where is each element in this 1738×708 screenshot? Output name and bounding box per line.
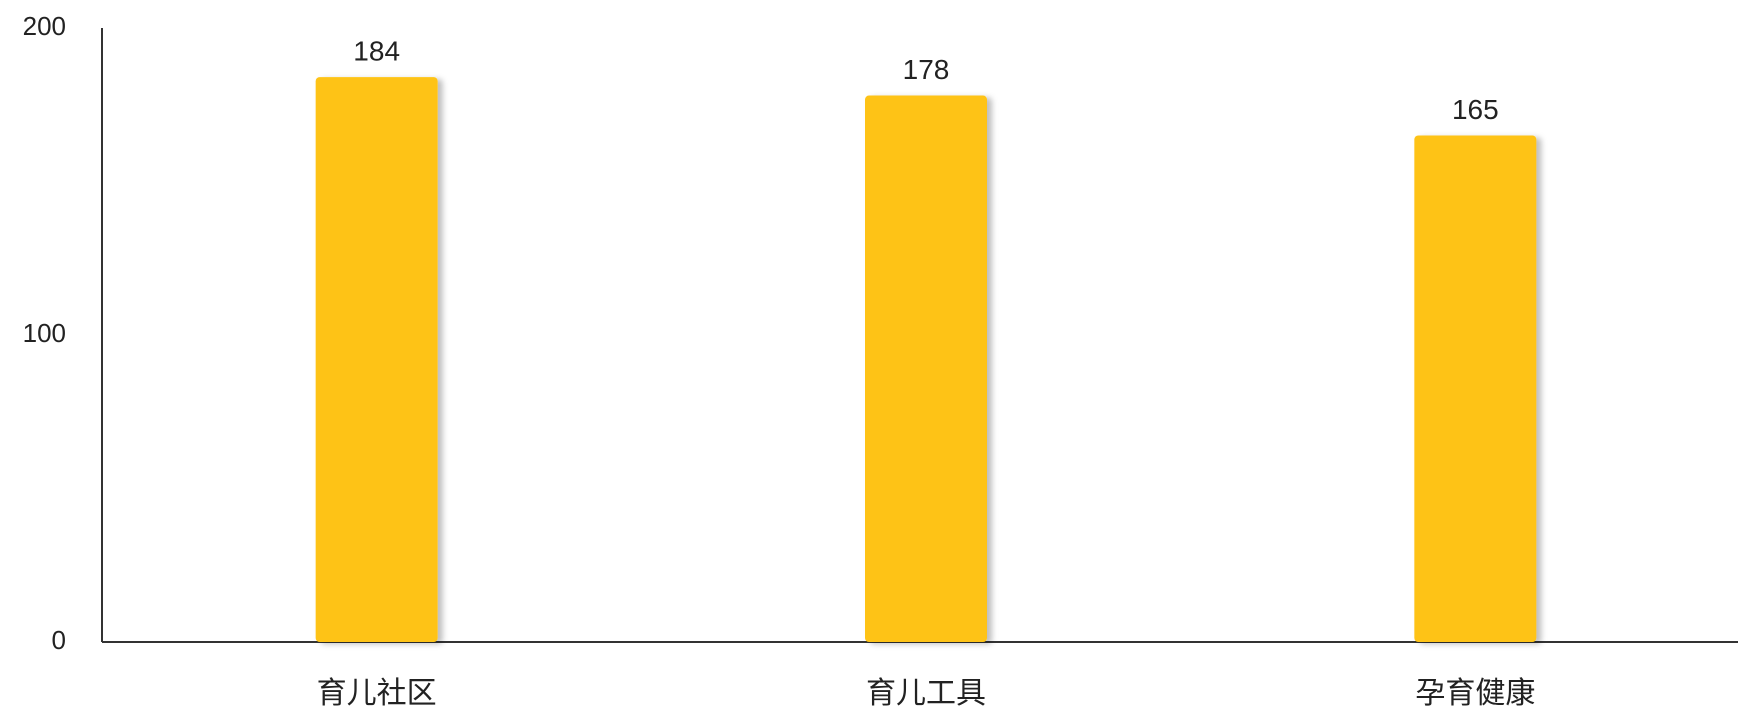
- y-tick-label: 0: [52, 625, 66, 655]
- x-tick-label: 育儿工具: [866, 677, 986, 708]
- y-tick-label: 100: [23, 318, 66, 348]
- x-tick-label: 育儿社区: [317, 677, 437, 708]
- bar: [1414, 135, 1537, 642]
- bar: [315, 77, 438, 643]
- value-label: 165: [1452, 94, 1499, 125]
- value-label: 184: [353, 36, 400, 67]
- value-label: 178: [903, 54, 950, 85]
- x-tick-label: 孕育健康: [1415, 677, 1535, 708]
- bar: [865, 95, 987, 643]
- y-tick-label: 200: [23, 11, 66, 41]
